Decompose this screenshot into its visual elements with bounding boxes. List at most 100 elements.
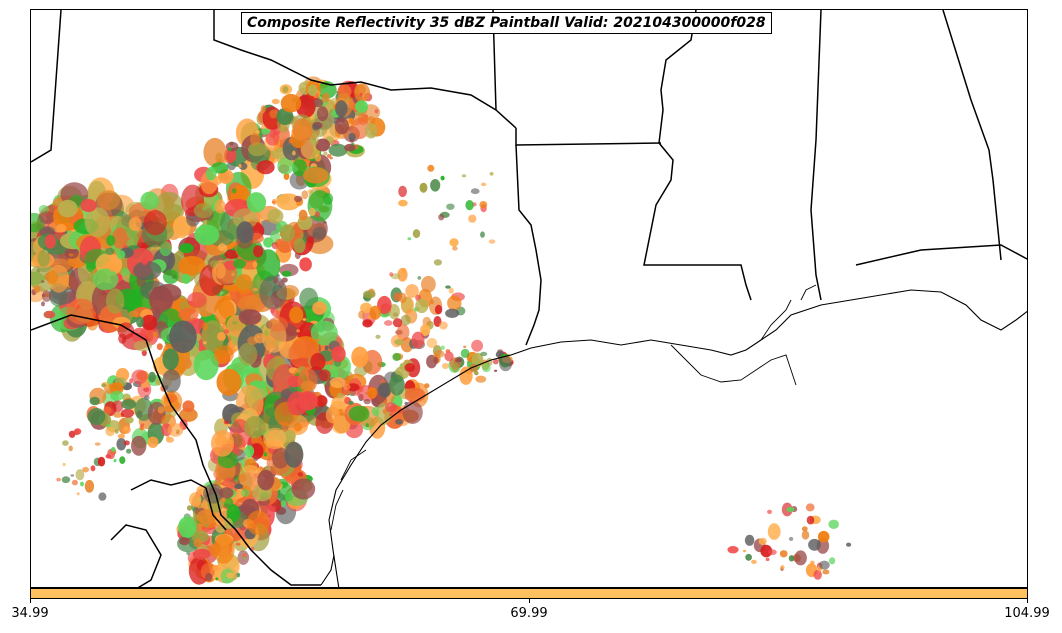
reflectivity-blob [152, 331, 159, 338]
reflectivity-blob [71, 479, 78, 486]
reflectivity-blob [342, 390, 351, 396]
reflectivity-blob [377, 295, 392, 315]
reflectivity-blob [101, 383, 107, 388]
reflectivity-blob [292, 158, 308, 177]
colorbar-tick-max [1027, 599, 1028, 603]
reflectivity-blob [274, 142, 279, 145]
map-canvas [31, 10, 1027, 587]
reflectivity-blob [261, 128, 271, 135]
reflectivity-blob [194, 224, 220, 246]
reflectivity-blob [252, 288, 258, 292]
reflectivity-blob [433, 350, 445, 358]
reflectivity-blob [312, 301, 327, 315]
reflectivity-blob [128, 310, 139, 318]
reflectivity-blob [430, 179, 441, 192]
reflectivity-blob [392, 318, 403, 328]
reflectivity-blob [745, 553, 752, 561]
reflectivity-blob [120, 267, 130, 276]
reflectivity-blob [97, 190, 120, 211]
reflectivity-blob [298, 209, 308, 221]
reflectivity-blob [299, 257, 312, 272]
reflectivity-blob [375, 334, 381, 339]
reflectivity-blob [421, 275, 436, 293]
reflectivity-blob [315, 211, 320, 218]
reflectivity-blob [801, 526, 808, 532]
reflectivity-blob [419, 182, 428, 193]
reflectivity-blob [233, 259, 246, 269]
reflectivity-blob [141, 349, 147, 357]
reflectivity-blob [141, 314, 158, 331]
reflectivity-blob [846, 542, 852, 547]
reflectivity-blob [819, 560, 830, 570]
reflectivity-blob [374, 109, 379, 114]
reflectivity-blob [113, 411, 123, 418]
reflectivity-blob [268, 129, 277, 139]
reflectivity-blob [238, 309, 262, 326]
reflectivity-blob [794, 550, 807, 566]
reflectivity-blob [253, 245, 264, 258]
mississippi-river-border [643, 10, 752, 301]
reflectivity-blob [259, 275, 288, 310]
reflectivity-blob [253, 457, 259, 462]
reflectivity-blob [203, 341, 207, 345]
reflectivity-blob [451, 362, 460, 373]
reflectivity-blob [240, 488, 250, 497]
map-title: Composite Reflectivity 35 dBZ Paintball … [241, 12, 772, 34]
reflectivity-blob [315, 138, 331, 152]
reflectivity-blob [177, 256, 206, 276]
oklahoma-panhandle-border [213, 10, 517, 129]
reflectivity-blob [103, 406, 112, 415]
reflectivity-blob [66, 298, 97, 325]
reflectivity-blob [277, 157, 294, 175]
colorbar-tick-mid [529, 599, 530, 603]
reflectivity-blob [269, 109, 278, 119]
reflectivity-blob [56, 224, 67, 232]
reflectivity-blob [446, 203, 455, 210]
reflectivity-blob [279, 224, 296, 242]
reflectivity-blob [297, 472, 304, 477]
coastline [320, 284, 1027, 587]
reflectivity-blob [139, 424, 144, 431]
reflectivity-blob [744, 534, 755, 546]
reflectivity-blob [400, 314, 411, 326]
reflectivity-blob [382, 408, 387, 414]
reflectivity-blob [291, 478, 316, 500]
reflectivity-blob [90, 465, 96, 472]
reflectivity-blob [227, 147, 232, 151]
reflectivity-blob [186, 551, 191, 556]
reflectivity-blob [758, 537, 767, 546]
reflectivity-blob [727, 546, 739, 554]
reflectivity-blob [493, 359, 499, 365]
reflectivity-blob [295, 94, 316, 118]
reflectivity-blob [348, 133, 356, 141]
reflectivity-blob [179, 407, 198, 422]
reflectivity-blob [56, 477, 61, 482]
reflectivity-blob [117, 322, 135, 340]
reflectivity-blob [463, 345, 467, 348]
reflectivity-blob [307, 190, 333, 222]
reflectivity-blob [183, 358, 192, 369]
reflectivity-blob [205, 573, 213, 582]
reflectivity-blob [133, 261, 162, 281]
reflectivity-blob [214, 199, 226, 214]
reflectivity-blob [427, 164, 435, 172]
reflectivity-blob [181, 273, 191, 284]
reflectivity-blob [93, 268, 119, 291]
reflectivity-blob [263, 237, 274, 248]
reflectivity-blob [127, 237, 131, 240]
reflectivity-blob [395, 419, 403, 425]
barrier-islands [330, 449, 367, 531]
reflectivity-blob [179, 243, 194, 254]
reflectivity-blob [84, 207, 110, 238]
reflectivity-blob [813, 569, 822, 580]
reflectivity-blob [788, 536, 794, 541]
reflectivity-blob [481, 182, 487, 187]
reflectivity-blob [169, 320, 197, 354]
reflectivity-blob [156, 343, 163, 351]
reflectivity-blob [250, 132, 261, 146]
reflectivity-blob [53, 262, 58, 266]
louisiana-marsh [670, 344, 797, 386]
reflectivity-blob [471, 339, 483, 352]
reflectivity-blob [109, 265, 115, 272]
reflectivity-blob [213, 345, 234, 364]
